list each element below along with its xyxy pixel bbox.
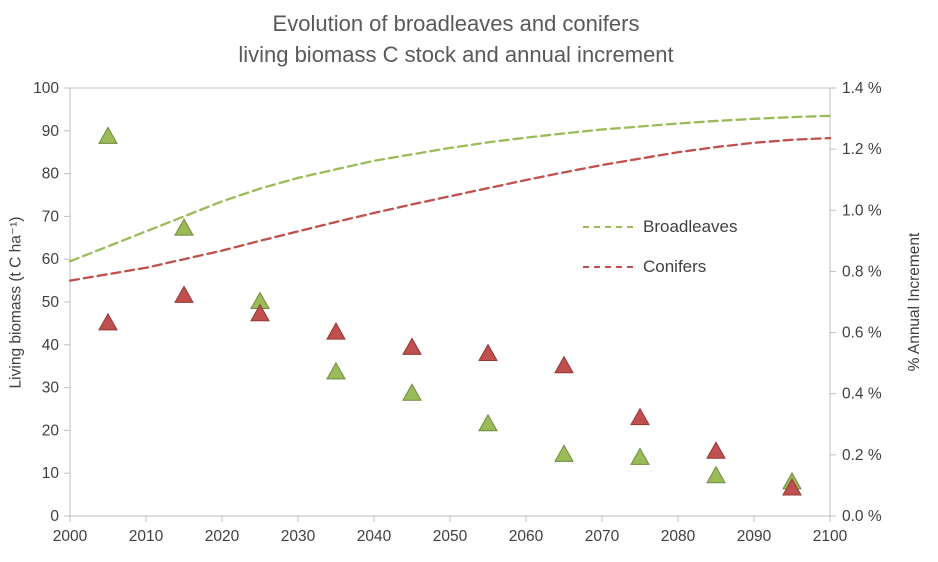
y-right-tick-label: 0.2 % [842, 447, 882, 464]
marker-broadleaves-annual-increment [326, 361, 346, 380]
marker-conifers-annual-increment [326, 322, 346, 340]
y-left-tick-label: 30 [42, 380, 60, 397]
marker-broadleaves-annual-increment [402, 383, 422, 401]
marker-broadleaves-annual-increment [98, 126, 118, 144]
chart-title-line-2: living biomass C stock and annual increm… [238, 42, 674, 67]
x-tick-label: 2000 [53, 528, 88, 545]
legend-label-broadleaves: Broadleaves [643, 217, 738, 236]
y-left-tick-label: 100 [33, 80, 59, 97]
marker-conifers-annual-increment [782, 477, 802, 496]
y-left-tick-label: 0 [50, 508, 59, 525]
chart-title: Evolution of broadleaves and conifers li… [0, 8, 912, 70]
y-right-tick-label: 0.4 % [842, 386, 882, 403]
x-tick-label: 2100 [813, 528, 848, 545]
legend-item-conifers: Conifers [583, 257, 706, 277]
series-line-broadleaves [68, 114, 832, 263]
marker-conifers-annual-increment [706, 441, 726, 459]
broadleaves-line-swatch [583, 226, 633, 228]
legend-item-broadleaves: Broadleaves [583, 217, 738, 237]
y-left-tick-label: 80 [42, 166, 60, 183]
x-tick-label: 2050 [433, 528, 468, 545]
y-left-tick-label: 50 [42, 294, 60, 311]
series-line-conifers [68, 136, 832, 282]
x-tick-label: 2020 [205, 528, 240, 545]
marker-broadleaves-annual-increment [706, 465, 726, 484]
conifers-line-swatch [583, 266, 633, 268]
y-left-tick-label: 20 [42, 422, 60, 439]
marker-conifers-annual-increment [174, 285, 194, 303]
x-tick-label: 2060 [509, 528, 544, 545]
x-tick-label: 2040 [357, 528, 392, 545]
x-tick-label: 2090 [737, 528, 772, 545]
marker-conifers-annual-increment [402, 337, 422, 355]
y-right-tick-label: 1.4 % [842, 80, 882, 97]
y-left-tick-label: 90 [42, 123, 60, 140]
y-right-tick-label: 0.0 % [842, 508, 882, 525]
y-left-tick-label: 60 [42, 251, 60, 268]
marker-conifers-annual-increment [478, 343, 498, 361]
y-left-tick-label: 10 [42, 465, 60, 482]
marker-broadleaves-annual-increment [174, 218, 194, 236]
chart-title-line-1: Evolution of broadleaves and conifers [272, 11, 640, 36]
y-right-tick-label: 0.6 % [842, 325, 882, 342]
marker-conifers-annual-increment [98, 312, 118, 331]
x-tick-label: 2080 [661, 528, 696, 545]
y-right-tick-label: 1.0 % [842, 202, 882, 219]
marker-broadleaves-annual-increment [554, 444, 574, 462]
marker-broadleaves-annual-increment [478, 413, 498, 432]
x-tick-label: 2010 [129, 528, 164, 545]
y-left-tick-label: 70 [42, 208, 60, 225]
y-right-tick-label: 1.2 % [842, 141, 882, 158]
marker-conifers-annual-increment [250, 303, 270, 322]
marker-conifers-annual-increment [630, 407, 650, 426]
marker-broadleaves-annual-increment [630, 447, 650, 465]
y-left-tick-label: 40 [42, 337, 60, 354]
x-tick-label: 2030 [281, 528, 316, 545]
marker-conifers-annual-increment [554, 355, 574, 374]
legend-label-conifers: Conifers [643, 257, 707, 276]
y-right-tick-label: 0.8 % [842, 263, 882, 280]
x-tick-label: 2070 [585, 528, 620, 545]
